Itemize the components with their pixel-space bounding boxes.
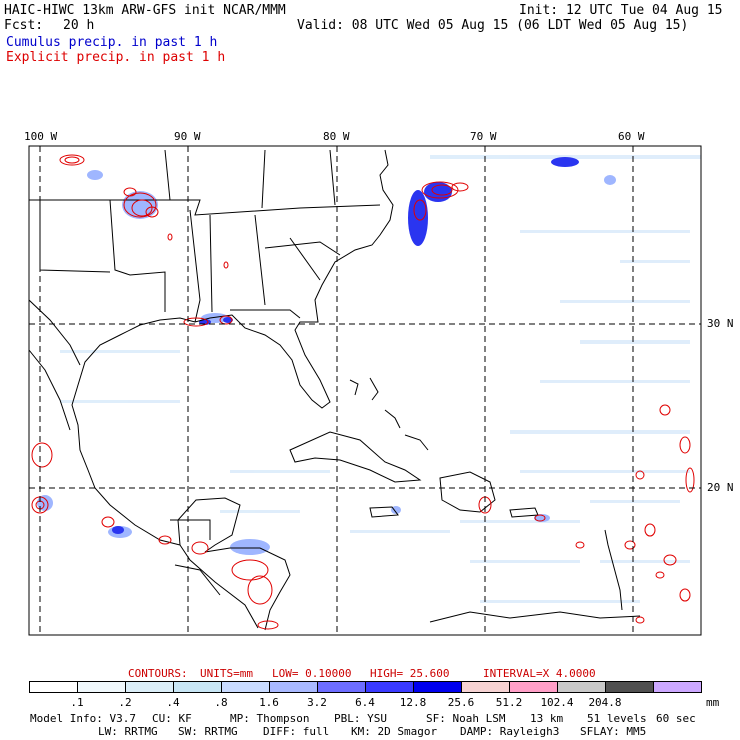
color-scale-swatch (317, 681, 366, 693)
explicit-precip-contours (31, 154, 695, 630)
model-info-km: KM: 2D Smagor (351, 725, 438, 738)
color-scale-swatch (29, 681, 78, 693)
explicit-precip-legend: Explicit precip. in past 1 h (6, 50, 226, 65)
color-scale-tick: 25.6 (447, 696, 475, 709)
model-info-sflay: SFLAY: MM5 (580, 725, 647, 738)
model-info-damp: DAMP: Rayleigh3 (460, 725, 560, 738)
color-scale-unit: mm (706, 696, 720, 709)
color-scale-swatch (173, 681, 222, 693)
color-scale-tick: 3.2 (307, 696, 327, 709)
model-info-timestep: 60 sec (656, 712, 696, 725)
light-precip-field (60, 155, 701, 603)
lon-label-70w: 70 W (470, 130, 497, 143)
color-scale-swatch (509, 681, 558, 693)
graticule (29, 146, 701, 635)
color-scale-tick: 6.4 (355, 696, 375, 709)
color-scale-swatch (461, 681, 510, 693)
lon-label-100w: 100 W (24, 130, 58, 143)
model-info-diff: DIFF: full (263, 725, 330, 738)
color-scale-tick: 12.8 (399, 696, 427, 709)
model-info-version: Model Info: V3.7 (30, 712, 136, 725)
model-info-levels: 51 levels (587, 712, 647, 725)
forecast-value: 20 h (63, 18, 95, 33)
valid-time: Valid: 08 UTC Wed 05 Aug 15 (06 LDT Wed … (297, 18, 689, 33)
model-info-sw: SW: RRTMG (178, 725, 238, 738)
heavy-precip (112, 157, 579, 534)
contours-interval: INTERVAL=X 4.0000 (483, 667, 596, 680)
lon-label-80w: 80 W (323, 130, 350, 143)
contours-high: HIGH= 25.600 (370, 667, 450, 680)
lat-label-30n: 30 N (707, 317, 734, 330)
map-frame (28, 145, 702, 636)
color-scale-tick: .2 (118, 696, 132, 709)
color-scale-swatch (653, 681, 702, 693)
model-info-lw: LW: RRTMG (98, 725, 158, 738)
contours-low: LOW= 0.10000 (272, 667, 352, 680)
color-scale-tick: 51.2 (495, 696, 523, 709)
contours-label: CONTOURS: (128, 667, 188, 680)
color-scale-swatch (605, 681, 654, 693)
color-scale-tick: .4 (166, 696, 180, 709)
color-scale-tick: 102.4 (540, 696, 574, 709)
lon-label-90w: 90 W (174, 130, 201, 143)
forecast-label: Fcst: (4, 18, 44, 33)
color-scale-tick: 204.8 (588, 696, 622, 709)
color-scale-tick: .1 (70, 696, 84, 709)
contours-units: UNITS=mm (200, 667, 253, 680)
lon-label-60w: 60 W (618, 130, 645, 143)
color-scale-swatch (221, 681, 270, 693)
model-info-res: 13 km (530, 712, 564, 725)
model-info-pbl: PBL: YSU (334, 712, 387, 725)
model-info-sf: SF: Noah LSM (426, 712, 506, 725)
lat-label-20n: 20 N (707, 481, 734, 494)
map-title: HAIC-HIWC 13km ARW-GFS init NCAR/MMM (4, 3, 286, 18)
map-layers (29, 146, 701, 635)
color-scale-swatch (269, 681, 318, 693)
color-scale-tick: .8 (214, 696, 228, 709)
model-info-cu: CU: KF (152, 712, 192, 725)
coastlines (29, 149, 641, 631)
color-scale-swatch (365, 681, 414, 693)
color-scale-swatch (413, 681, 462, 693)
cumulus-precip-legend: Cumulus precip. in past 1 h (6, 35, 218, 50)
color-scale-swatch (77, 681, 126, 693)
color-scale-swatch (125, 681, 174, 693)
color-scale-swatch (557, 681, 606, 693)
model-info-mp: MP: Thompson (230, 712, 310, 725)
init-time: Init: 12 UTC Tue 04 Aug 15 (519, 3, 723, 18)
moderate-precip (37, 170, 616, 555)
color-scale-tick: 1.6 (259, 696, 279, 709)
